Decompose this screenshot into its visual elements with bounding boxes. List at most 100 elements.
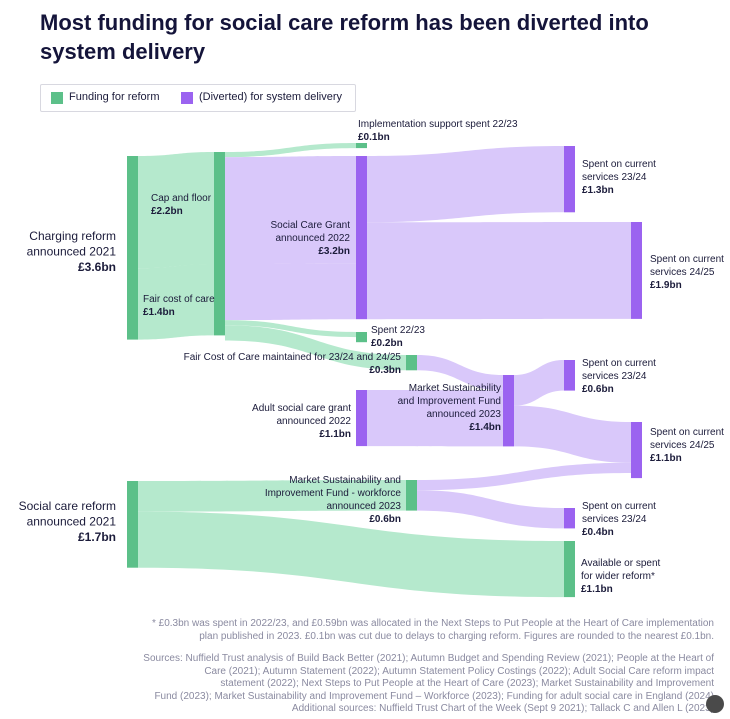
node-value: £1.1bn: [319, 429, 351, 440]
node-wider: [564, 541, 575, 598]
node-name-line: Fair Cost of Care maintained for 23/24 a…: [184, 352, 402, 363]
link-msifw-to-cur2425b: [417, 462, 631, 491]
node-label-cur2425a: Spent on current services 24/25 £1.9bn: [650, 254, 724, 291]
node-value: £3.2bn: [318, 246, 350, 257]
node-value: £2.2bn: [151, 206, 183, 217]
node-name-line: announced 2022: [275, 233, 350, 244]
node-cur2324a: [564, 146, 575, 213]
node-value: £1.3bn: [582, 185, 614, 196]
node-value: £1.1bn: [581, 584, 613, 595]
node-name-line: for wider reform*: [581, 571, 655, 582]
node-name-line: services 24/25: [650, 440, 715, 451]
node-value: £0.4bn: [582, 527, 614, 538]
node-name-line: Spent on current: [582, 358, 656, 369]
node-social: [127, 481, 138, 568]
node-label-cap: Cap and floor £2.2bn: [151, 193, 212, 217]
node-cap: [214, 152, 225, 265]
node-scg: [356, 156, 367, 320]
node-label-social: Social care reform announced 2021 £1.7bn: [19, 499, 117, 544]
node-name-line: services 24/25: [650, 267, 715, 278]
sources: Sources: Nuffield Trust analysis of Buil…: [100, 653, 714, 716]
link-social-to-msifw: [138, 480, 406, 512]
node-name-line: Spent 22/23: [371, 325, 425, 336]
node-msifw: [406, 480, 417, 511]
legend-swatch-diverted: [181, 92, 193, 104]
node-value: £0.6bn: [369, 514, 401, 525]
node-msif: [503, 375, 514, 447]
link-fcocm-to-msif: [417, 355, 503, 391]
footnote-line: * £0.3bn was spent in 2022/23, and £0.59…: [151, 618, 714, 629]
node-name-line: Spent on current: [650, 427, 724, 438]
footnote-line: plan published in 2023. £0.1bn was cut d…: [199, 630, 714, 642]
node-name-line: announced 2023: [326, 501, 401, 512]
footnote: * £0.3bn was spent in 2022/23, and £0.59…: [100, 618, 714, 643]
node-value: £0.6bn: [582, 384, 614, 395]
link-cap-to-impl: [225, 143, 356, 158]
sankey-chart: Charging reform announced 2021 £3.6bnSocia…: [19, 119, 725, 598]
link-msif-to-cur2425b: [514, 405, 631, 463]
node-name-line: announced 2022: [276, 416, 351, 427]
node-name-line: Spent on current: [650, 254, 724, 265]
node-label-msif: Market Sustainability and Improvement Fun…: [398, 383, 502, 433]
node-name-line: Social care reform: [19, 499, 116, 513]
node-name-line: services 23/24: [582, 172, 647, 183]
node-label-cur2324b: Spent on current services 23/24 £0.6bn: [582, 358, 656, 395]
node-name-line: announced 2021: [27, 515, 117, 529]
link-msif-to-cur2324b: [514, 360, 564, 406]
node-name-line: Improvement Fund - workforce: [265, 488, 402, 499]
node-name-line: services 23/24: [582, 514, 647, 525]
node-value: £0.1bn: [358, 132, 390, 143]
node-label-scg: Social Care Grant announced 2022 £3.2bn: [271, 220, 351, 257]
link-charging-to-fcoc: [138, 264, 214, 340]
sankey-labels: Charging reform announced 2021 £3.6bnSocia…: [19, 119, 725, 595]
node-value: £1.9bn: [650, 280, 682, 291]
node-label-fcocm: Fair Cost of Care maintained for 23/24 a…: [184, 352, 402, 376]
sources-line: Fund (2023); Market Sustainability and I…: [154, 690, 714, 702]
node-cur2324b: [564, 360, 575, 391]
legend-label-reform: Funding for reform: [69, 91, 160, 103]
legend-label-diverted: (Diverted) for system delivery: [199, 91, 343, 103]
link-scg-to-cur2425a: [367, 222, 631, 320]
node-name-line: Market Sustainability and: [289, 475, 401, 486]
node-ascg: [356, 390, 367, 447]
sources-line: Sources: Nuffield Trust analysis of Buil…: [143, 653, 714, 664]
node-fcocm: [406, 355, 417, 371]
sankey-nodes: [127, 143, 642, 598]
chart-title: Most funding for social care reform has …: [40, 10, 649, 64]
sources-line: Additional sources: Nuffield Trust Chart…: [291, 703, 714, 715]
link-fcoc-to-fcocm: [225, 325, 406, 371]
node-name-line: Market Sustainability: [409, 383, 501, 394]
node-name-line: Spent on current: [582, 159, 656, 170]
node-name-line: Charging reform: [29, 229, 116, 243]
sankey-links: [138, 143, 631, 598]
node-label-spent2223: Spent 22/23 £0.2bn: [371, 325, 425, 349]
node-label-cur2324c: Spent on current services 23/24 £0.4bn: [582, 501, 656, 538]
node-cur2425b: [631, 422, 642, 479]
node-value: £0.2bn: [371, 338, 403, 349]
link-cap-to-scg: [225, 156, 356, 265]
node-name-line: and Improvement Fund: [398, 396, 501, 407]
screenshot-tool-icon[interactable]: [706, 695, 724, 713]
node-label-wider: Available or spent for wider reform* £1.1b…: [581, 558, 661, 595]
node-label-charging: Charging reform announced 2021 £3.6bn: [27, 229, 117, 274]
node-name-line: Cap and floor: [151, 193, 212, 204]
legend-swatch-reform: [51, 92, 63, 104]
node-value: £1.1bn: [650, 453, 682, 464]
link-ascg-to-msif: [367, 390, 503, 447]
node-name-line: announced 2021: [27, 245, 117, 259]
node-spent2223: [356, 332, 367, 343]
sources-line: statement (2022); Next Steps to Put Peop…: [220, 678, 714, 690]
link-msifw-to-cur2324c: [417, 490, 564, 529]
node-value: £1.4bn: [469, 422, 501, 433]
link-charging-to-cap: [138, 152, 214, 269]
node-value: £0.3bn: [369, 365, 401, 376]
node-cur2425a: [631, 222, 642, 319]
node-value: £1.7bn: [78, 530, 116, 544]
node-label-cur2324a: Spent on current services 23/24 £1.3bn: [582, 159, 656, 196]
sources-line: Care (2021); Autumn Statement (2022); Au…: [204, 665, 714, 677]
node-name-line: Implementation support spent 22/23: [358, 119, 518, 130]
node-name-line: Social Care Grant: [271, 220, 351, 231]
legend: Funding for reform (Diverted) for system…: [40, 84, 356, 112]
link-social-to-wider: [138, 511, 564, 598]
node-value: £3.6bn: [78, 260, 116, 274]
